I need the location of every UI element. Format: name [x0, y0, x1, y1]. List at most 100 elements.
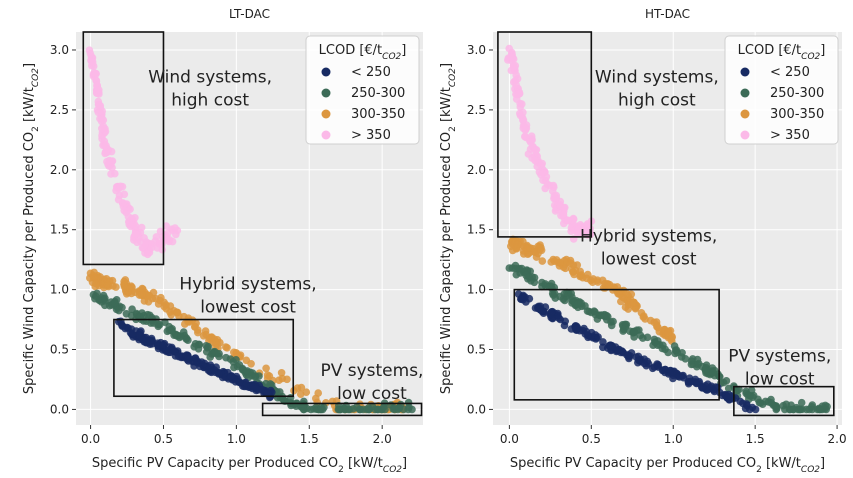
- data-point-250: [206, 361, 215, 369]
- y-tick-label: 2.5: [50, 103, 69, 117]
- data-point-250300: [807, 403, 816, 411]
- data-point-350: [559, 210, 567, 219]
- data-point-250300: [709, 368, 717, 377]
- data-point-250300: [334, 405, 343, 414]
- data-point-300350: [594, 278, 602, 286]
- data-point-250: [698, 383, 707, 391]
- data-point-350: [116, 182, 125, 191]
- legend: LCOD [€/tCO2] < 250 250-300 300-350 > 350: [305, 35, 420, 145]
- y-tick-label: 3.0: [50, 43, 69, 57]
- annotation-2-line-1: Hybrid systems,: [580, 227, 717, 247]
- data-point-350: [101, 148, 110, 156]
- data-point-350: [126, 205, 134, 213]
- data-point-250: [200, 359, 209, 368]
- data-point-300350: [166, 308, 174, 316]
- data-point-350: [526, 138, 535, 147]
- data-point-350: [564, 216, 572, 225]
- y-tick-label: 0.5: [50, 343, 69, 357]
- data-point-350: [505, 44, 513, 53]
- chart-title: LT-DAC: [229, 7, 270, 21]
- data-point-300350: [201, 327, 210, 335]
- legend: LCOD [€/tCO2] < 250 250-300 300-350 > 350: [724, 35, 839, 145]
- data-point-300350: [524, 244, 532, 252]
- data-point-350: [137, 223, 146, 232]
- legend-marker: [740, 109, 750, 119]
- data-point-300350: [121, 276, 130, 284]
- data-point-300350: [144, 298, 153, 306]
- data-point-250300: [194, 345, 203, 353]
- data-point-350: [538, 159, 546, 168]
- data-point-250: [535, 305, 544, 314]
- data-point-300350: [192, 319, 200, 328]
- data-point-350: [506, 53, 515, 61]
- annotation-2-line-2: lowest cost: [601, 250, 697, 270]
- data-point-250: [231, 378, 240, 386]
- legend-title: LCOD [€/tCO2]: [738, 43, 826, 62]
- x-tick-label: 1.0: [227, 432, 246, 446]
- y-tick-label: 1.5: [467, 223, 486, 237]
- chart-panel-lt-dac: Wind systems, high cost Hybrid systems, low…: [22, 7, 423, 475]
- data-point-250300: [266, 380, 275, 388]
- data-point-250300: [816, 405, 824, 414]
- data-point-250300: [821, 401, 830, 410]
- data-point-300350: [222, 343, 230, 351]
- data-point-250: [624, 351, 632, 359]
- data-point-250300: [95, 296, 103, 305]
- data-point-300350: [160, 302, 168, 311]
- legend-entry-label: > 350: [351, 128, 391, 143]
- data-point-350: [124, 212, 133, 221]
- data-point-300350: [247, 360, 255, 368]
- data-point-250300: [590, 307, 598, 316]
- data-point-350: [114, 195, 123, 204]
- data-point-300350: [538, 257, 547, 265]
- data-point-300350: [604, 282, 613, 291]
- chart-title: HT-DAC: [645, 7, 690, 21]
- data-point-350: [537, 170, 545, 179]
- legend-marker: [740, 88, 750, 98]
- data-point-250300: [317, 403, 326, 412]
- data-point-250: [605, 342, 613, 350]
- x-axis-label: Specific PV Capacity per Produced CO2 [k…: [510, 456, 825, 475]
- data-point-250300: [512, 270, 521, 279]
- data-point-350: [515, 89, 524, 98]
- data-point-300350: [102, 275, 111, 283]
- data-point-250: [190, 357, 198, 366]
- data-point-250300: [593, 315, 602, 323]
- data-point-250300: [735, 385, 743, 394]
- y-tick-label: 1.0: [50, 283, 69, 297]
- data-point-350: [102, 141, 110, 150]
- data-point-250: [215, 370, 223, 378]
- y-tick-label: 0.5: [467, 343, 486, 357]
- data-point-250: [572, 325, 580, 334]
- data-point-250300: [340, 405, 349, 414]
- data-point-250: [171, 352, 180, 360]
- data-point-250300: [177, 332, 185, 341]
- data-point-300350: [631, 304, 640, 313]
- x-tick-label: 1.5: [746, 432, 765, 446]
- data-point-300350: [278, 374, 287, 383]
- data-point-300350: [556, 258, 564, 267]
- data-point-250300: [658, 344, 667, 353]
- x-tick-label: 1.5: [300, 432, 319, 446]
- data-point-250: [669, 368, 678, 376]
- data-point-250: [127, 330, 136, 338]
- legend-entry-label: 250-300: [351, 86, 405, 101]
- annotation-1-line-2: high cost: [171, 90, 249, 110]
- data-point-250300: [138, 309, 146, 317]
- data-point-250: [653, 362, 662, 370]
- data-point-350: [88, 58, 97, 66]
- legend-entry-label: 300-350: [770, 107, 824, 122]
- legend-entry-label: < 250: [770, 65, 810, 80]
- data-point-350: [143, 250, 152, 259]
- data-point-250: [748, 403, 757, 412]
- legend-marker: [321, 109, 331, 119]
- data-point-300350: [194, 328, 202, 337]
- data-point-250: [594, 333, 602, 341]
- scatter-points: [85, 46, 416, 414]
- data-point-250300: [541, 282, 550, 290]
- data-point-350: [171, 224, 179, 232]
- data-point-250: [118, 322, 126, 330]
- data-point-250300: [724, 384, 733, 393]
- legend-entry-label: > 350: [770, 128, 810, 143]
- data-point-350: [120, 206, 128, 215]
